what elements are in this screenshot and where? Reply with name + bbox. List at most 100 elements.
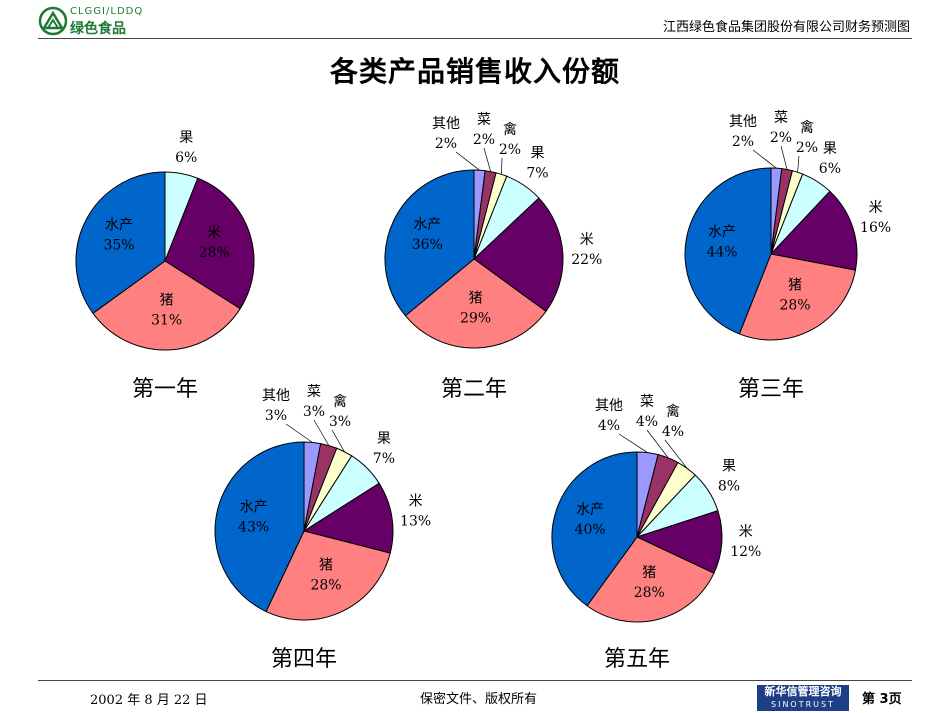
pie-slice-pork [738, 253, 857, 341]
slice-name-fruit: 果 [179, 130, 193, 146]
pie-slice-pork [265, 530, 391, 621]
pie-slice-rice [302, 482, 394, 554]
leader-line-other [752, 149, 777, 169]
slice-name-fruit: 果 [722, 459, 736, 475]
slice-name-pork: 猪 [469, 291, 483, 307]
pie-slice-pork [586, 536, 715, 623]
slice-value-aquatic: 35% [103, 238, 134, 254]
slice-value-other: 2% [732, 134, 754, 150]
slice-value-aquatic: 44% [706, 245, 737, 261]
pie-slice-rice [635, 510, 723, 574]
pie-caption-2: 第二年 [441, 377, 507, 402]
slice-value-vegetable: 2% [473, 132, 495, 148]
leader-line-vegetable [780, 145, 788, 170]
slice-value-pork: 28% [310, 578, 341, 594]
pie-caption-3: 第三年 [738, 377, 804, 402]
slice-name-pork: 猪 [160, 293, 174, 309]
pie-slice-aquatic [384, 169, 475, 317]
slice-value-pork: 31% [151, 313, 182, 329]
pie-slice-rice [473, 197, 564, 313]
footer-date: 2002 年 8 月 22 日 [90, 693, 208, 708]
consultant-logo: 新华信管理咨询 SINOTRUST [757, 685, 849, 711]
consultant-name-latin: SINOTRUST [771, 700, 835, 709]
slice-name-poultry: 禽 [800, 119, 814, 136]
logo-text-chinese: 绿色食品 [70, 21, 126, 37]
slice-name-aquatic: 水产 [708, 225, 736, 241]
logo-text-latin: CLGGI/LDDQ [70, 6, 144, 17]
slice-name-aquatic: 水产 [413, 217, 441, 233]
pie-slice-pork [404, 258, 547, 349]
company-logo: CLGGI/LDDQ 绿色食品 [38, 6, 142, 37]
slice-name-vegetable: 菜 [640, 394, 654, 410]
leader-line-other [618, 433, 648, 453]
pie-slice-rice [770, 190, 858, 271]
pie-caption-4: 第四年 [271, 647, 337, 672]
leader-line-vegetable [483, 147, 492, 172]
company-name: 江西绿色食品集团股份有限公司财务预测图 [662, 20, 910, 35]
footer-divider [38, 680, 912, 681]
slice-value-vegetable: 2% [770, 130, 792, 146]
footer-confidential: 保密文件、版权所有 [420, 692, 538, 707]
page-number: 第 3页 [862, 692, 902, 707]
header-divider [38, 38, 912, 39]
slice-name-aquatic: 水产 [240, 500, 268, 516]
slice-value-pork: 29% [460, 311, 491, 327]
slice-value-rice: 12% [730, 544, 761, 560]
page-header: CLGGI/LDDQ 绿色食品 江西绿色食品集团股份有限公司财务预测图 [0, 0, 950, 44]
slice-value-other: 4% [598, 418, 620, 434]
leader-line-poultry [797, 155, 800, 173]
leader-line-poultry [664, 439, 688, 469]
slice-name-poultry: 禽 [503, 121, 517, 138]
slice-name-vegetable: 菜 [307, 384, 321, 400]
slice-name-poultry: 禽 [333, 393, 347, 410]
pie-chart-1: 果 6% 米 28% 猪 31% 水产 35% 第一年 [75, 130, 255, 402]
pie-caption-5: 第五年 [604, 647, 670, 672]
pie-chart-4: 其他 3% 菜 3% 禽 3% 果 7% 米 13% 猪 28% 水产 43% 第四年 [214, 384, 431, 672]
slice-value-pork: 28% [634, 585, 665, 601]
slice-name-rice: 米 [409, 493, 423, 509]
slice-value-poultry: 2% [499, 142, 521, 158]
slice-name-aquatic: 水产 [105, 218, 133, 234]
slice-value-fruit: 6% [819, 161, 841, 177]
slice-value-aquatic: 40% [575, 522, 606, 538]
slice-value-other: 2% [435, 136, 457, 152]
leader-line-poultry [331, 429, 345, 452]
slice-value-rice: 28% [199, 245, 230, 261]
leader-line-vegetable [646, 429, 669, 459]
slice-name-rice: 米 [869, 200, 883, 216]
slice-value-fruit: 7% [526, 166, 548, 182]
slice-value-vegetable: 4% [636, 414, 658, 430]
slice-value-rice: 16% [860, 220, 891, 236]
leader-line-poultry [501, 157, 503, 175]
pie-slice-aquatic [214, 441, 305, 613]
slice-name-pork: 猪 [788, 278, 802, 294]
slice-value-aquatic: 43% [238, 520, 269, 536]
pie-chart-3: 其他 2% 菜 2% 禽 2% 果 6% 米 16% 猪 28% 水产 44% 第三年 [684, 110, 891, 402]
pie-slice-rice [164, 177, 255, 310]
leader-line-vegetable [313, 419, 330, 446]
slice-name-other: 其他 [262, 388, 290, 404]
slice-name-poultry: 禽 [666, 403, 680, 420]
pie-caption-1: 第一年 [132, 377, 198, 402]
leader-line-other [455, 151, 480, 171]
slice-name-pork: 猪 [319, 558, 333, 574]
slice-value-aquatic: 36% [412, 237, 443, 253]
slice-value-other: 3% [265, 408, 287, 424]
slice-value-vegetable: 3% [303, 404, 325, 420]
slice-name-vegetable: 菜 [477, 112, 491, 128]
pie-chart-2: 其他 2% 菜 2% 禽 2% 果 7% 米 22% 猪 29% 水产 36% 第二年 [384, 112, 602, 402]
slice-value-poultry: 2% [796, 140, 818, 156]
slice-name-other: 其他 [432, 116, 460, 132]
slice-name-vegetable: 菜 [774, 110, 788, 126]
slice-name-other: 其他 [595, 398, 623, 414]
pie-slice-pork [92, 260, 241, 351]
logo-emblem-icon [38, 6, 68, 36]
slice-value-poultry: 4% [662, 424, 684, 440]
slice-name-pork: 猪 [642, 565, 656, 581]
consultant-name: 新华信管理咨询 [764, 685, 842, 698]
slice-name-fruit: 果 [377, 431, 391, 447]
slice-name-aquatic: 水产 [576, 502, 604, 518]
slice-value-poultry: 3% [329, 414, 351, 430]
pie-slice-aquatic [551, 451, 638, 607]
slice-value-rice: 13% [400, 513, 431, 529]
